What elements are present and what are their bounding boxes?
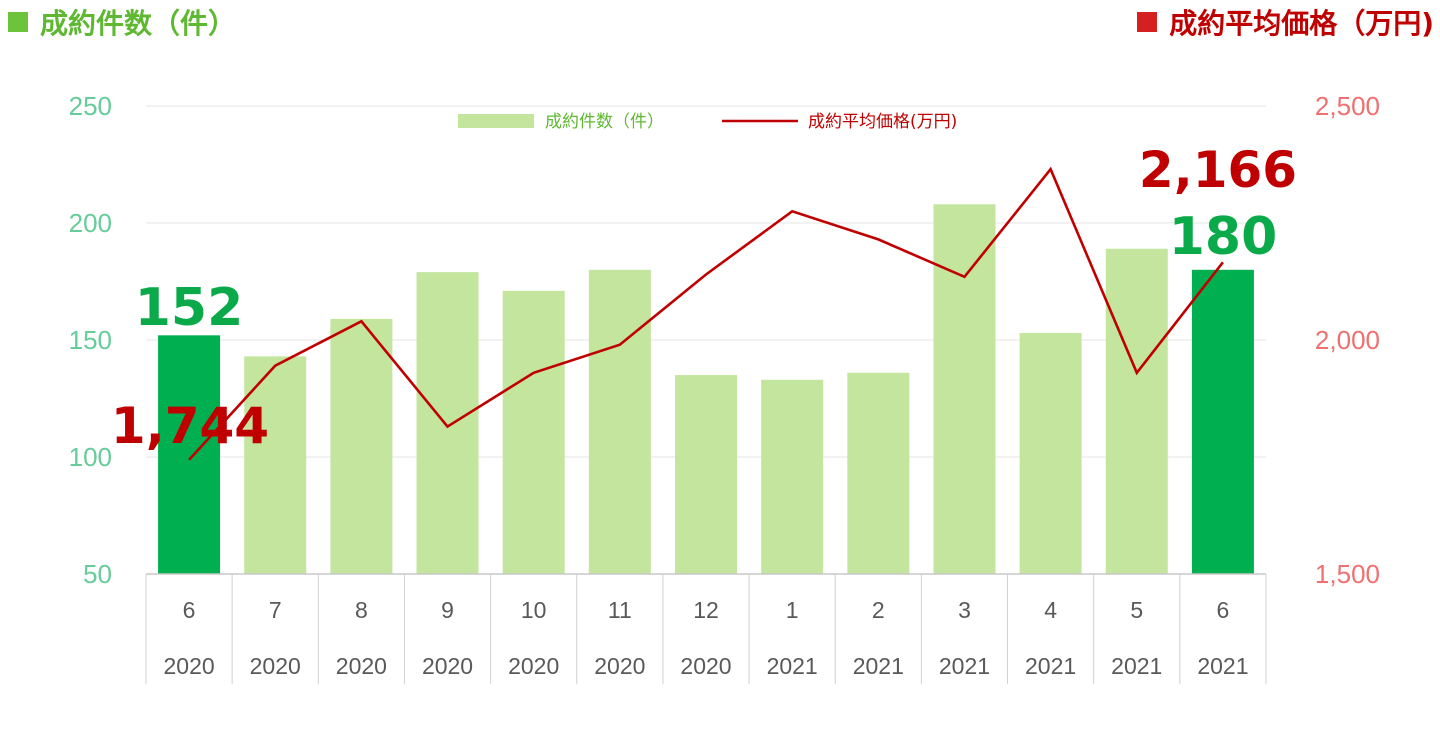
left-tick-label: 250 xyxy=(69,91,112,121)
bar-3 xyxy=(416,272,479,574)
year-label: 2021 xyxy=(1111,653,1162,679)
month-label: 8 xyxy=(355,597,368,623)
left-axis-ticks: 50 100 150 200 250 xyxy=(69,91,112,589)
bar-7 xyxy=(761,379,824,574)
right-axis-title-text: 成約平均価格（万円) xyxy=(1169,7,1434,40)
bar-0 xyxy=(158,335,221,574)
bar-12 xyxy=(1191,269,1254,574)
legend-line-label: 成約平均価格(万円) xyxy=(808,112,957,132)
right-axis-title: 成約平均価格（万円) xyxy=(1137,2,1434,42)
month-label: 11 xyxy=(608,597,632,623)
last-price-label: 2,166 xyxy=(1139,141,1297,199)
month-label: 6 xyxy=(183,597,196,623)
year-label: 2021 xyxy=(767,653,818,679)
category-table: 6202072020820209202010202011202012202012… xyxy=(145,573,1267,684)
month-label: 12 xyxy=(693,597,719,623)
bar-8 xyxy=(847,372,910,574)
legend: 成約件数（件） 成約平均価格(万円) xyxy=(458,112,957,132)
green-square-icon xyxy=(8,12,28,32)
legend-bar-label: 成約件数（件） xyxy=(545,112,664,132)
month-label: 3 xyxy=(958,597,971,623)
left-axis-title: 成約件数（件） xyxy=(8,2,236,42)
year-label: 2021 xyxy=(853,653,904,679)
last-count-label: 180 xyxy=(1169,207,1278,267)
bar-9 xyxy=(933,204,996,574)
year-label: 2020 xyxy=(508,653,559,679)
year-label: 2020 xyxy=(336,653,387,679)
left-tick-label: 100 xyxy=(69,442,112,472)
price-line xyxy=(188,166,1224,461)
bar-1 xyxy=(244,356,307,574)
month-label: 7 xyxy=(269,597,282,623)
year-label: 2020 xyxy=(250,653,301,679)
year-label: 2020 xyxy=(594,653,645,679)
right-axis-ticks: 1,500 2,000 2,500 xyxy=(1315,91,1380,589)
bar-2 xyxy=(330,318,393,574)
year-label: 2020 xyxy=(163,653,214,679)
left-tick-label: 150 xyxy=(69,325,112,355)
legend-bar-swatch xyxy=(458,114,534,128)
year-label: 2021 xyxy=(1197,653,1248,679)
right-tick-label: 2,000 xyxy=(1315,325,1380,355)
month-label: 2 xyxy=(872,597,885,623)
month-label: 9 xyxy=(441,597,454,623)
bar-series xyxy=(158,204,1254,575)
bar-4 xyxy=(502,290,565,574)
left-axis-title-text: 成約件数（件） xyxy=(40,7,237,40)
right-tick-label: 2,500 xyxy=(1315,91,1380,121)
left-tick-label: 200 xyxy=(69,208,112,238)
line-series xyxy=(188,166,1224,461)
year-label: 2021 xyxy=(939,653,990,679)
year-label: 2020 xyxy=(422,653,473,679)
red-square-icon xyxy=(1137,12,1158,32)
first-count-label: 152 xyxy=(135,278,244,338)
month-label: 6 xyxy=(1217,597,1230,623)
month-label: 4 xyxy=(1044,597,1057,623)
bar-11 xyxy=(1105,248,1168,575)
bar-10 xyxy=(1019,332,1082,574)
bar-6 xyxy=(675,375,737,574)
year-label: 2021 xyxy=(1025,653,1076,679)
month-label: 5 xyxy=(1130,597,1143,623)
bar-5 xyxy=(588,269,651,574)
month-label: 10 xyxy=(521,597,547,623)
month-label: 1 xyxy=(786,597,799,623)
year-label: 2020 xyxy=(680,653,731,679)
left-tick-label: 50 xyxy=(83,559,112,589)
first-price-label: 1,744 xyxy=(111,397,269,455)
right-tick-label: 1,500 xyxy=(1315,559,1380,589)
data-labels: 152 180 1,744 2,166 xyxy=(111,141,1297,455)
